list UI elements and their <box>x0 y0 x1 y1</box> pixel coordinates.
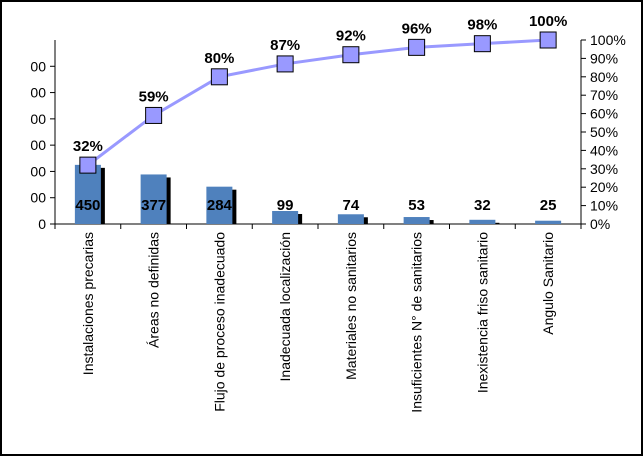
cumulative-marker <box>80 157 96 173</box>
bar-value-label: 25 <box>540 197 557 214</box>
right-tick-label: 50% <box>590 124 618 140</box>
bar-value-label: 99 <box>277 197 294 214</box>
bar <box>469 220 495 224</box>
right-tick-label: 0% <box>590 216 610 232</box>
left-tick-label: 0 <box>38 216 46 232</box>
category-label: Instalaciones precarias <box>80 232 96 375</box>
left-tick-label: 00 <box>30 137 46 153</box>
pct-value-label: 98% <box>467 17 497 34</box>
bar <box>75 165 101 224</box>
category-label: Flujo de proceso inadecuado <box>211 232 227 412</box>
right-tick-label: 70% <box>590 87 618 103</box>
left-tick-label: 00 <box>30 111 46 127</box>
bar-value-label: 450 <box>75 197 100 214</box>
left-tick-label: 00 <box>30 58 46 74</box>
bar-value-label: 284 <box>207 197 233 214</box>
pct-value-label: 32% <box>73 138 103 155</box>
category-label: Materiales no sanitarios <box>343 232 359 380</box>
category-label: Inadecuada localización <box>277 232 293 381</box>
category-label: Angulo Sanitario <box>540 232 556 335</box>
right-tick-label: 10% <box>590 198 618 214</box>
pct-value-label: 87% <box>270 37 300 54</box>
left-tick-label: 00 <box>30 85 46 101</box>
bar <box>404 217 430 224</box>
category-label: Inexistencia friso sanitario <box>474 232 490 393</box>
cumulative-marker <box>277 56 293 72</box>
right-tick-label: 40% <box>590 142 618 158</box>
right-tick-label: 80% <box>590 69 618 85</box>
cumulative-marker <box>409 39 425 55</box>
pct-value-label: 96% <box>402 20 432 37</box>
bar-value-label: 53 <box>408 197 425 214</box>
pct-value-label: 92% <box>336 28 366 45</box>
right-tick-label: 60% <box>590 106 618 122</box>
right-tick-label: 100% <box>590 32 626 48</box>
cumulative-marker <box>211 69 227 85</box>
cumulative-marker <box>540 32 556 48</box>
pct-value-label: 100% <box>529 13 567 30</box>
bar <box>338 214 364 224</box>
left-tick-label: 00 <box>30 190 46 206</box>
right-tick-label: 30% <box>590 161 618 177</box>
cumulative-marker <box>474 36 490 52</box>
bar-value-label: 74 <box>343 197 360 214</box>
bar-value-label: 377 <box>141 197 166 214</box>
category-label: Insuficientes N° de sanitarios <box>409 232 425 413</box>
left-tick-label: 00 <box>30 163 46 179</box>
bar <box>535 221 561 224</box>
cumulative-marker <box>343 47 359 63</box>
cumulative-marker <box>146 107 162 123</box>
pct-value-label: 80% <box>204 50 234 67</box>
bar-value-label: 32 <box>474 197 491 214</box>
right-tick-label: 90% <box>590 50 618 66</box>
category-label: Áreas no definidas <box>146 232 162 348</box>
right-tick-label: 20% <box>590 179 618 195</box>
pct-value-label: 59% <box>139 88 169 105</box>
